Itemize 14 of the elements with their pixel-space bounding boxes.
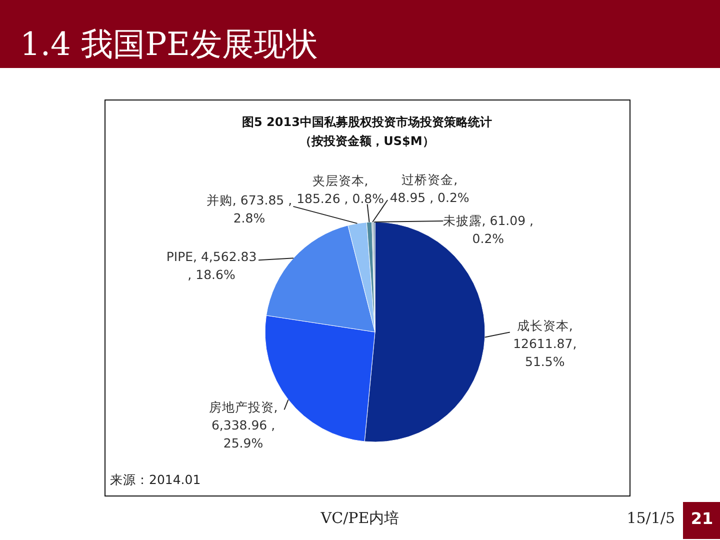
slice-label: 未披露, 61.09 , 0.2% (442, 213, 534, 246)
slice-label: 夹层资本, 185.26 , 0.8% (296, 173, 384, 206)
text: 1.4 我国PE发展现状 (20, 25, 318, 63)
chart-title: 图5 2013中国私募股权投资市场投资策略统计 (242, 115, 492, 129)
slice-label: 过桥资金, 48.95 , 0.2% (390, 172, 470, 206)
source-note: 来源：2014.01 (110, 472, 201, 487)
slice-label: 房地产投资, 6,338.96 , 25.9% (208, 400, 278, 451)
text: 15/1/5 (626, 509, 675, 527)
text: 21 (690, 509, 714, 528)
slice-label: 成长资本, 12611.87, 51.5% (513, 318, 577, 370)
text: VC/PE内培 (320, 509, 400, 527)
slice-label: 并购, 673.85 , 2.8% (206, 192, 292, 226)
slice-label: PIPE, 4,562.83 , 18.6% (166, 249, 257, 282)
chart-subtitle: （按投资金额，US$M） (300, 134, 434, 148)
